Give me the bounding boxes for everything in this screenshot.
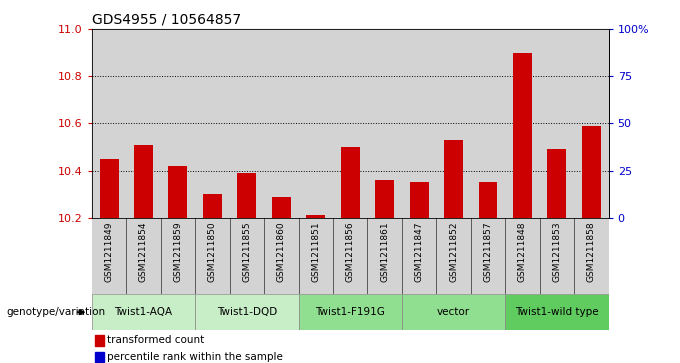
Bar: [582, 126, 601, 218]
Text: Twist1-F191G: Twist1-F191G: [316, 307, 385, 317]
Bar: [126, 29, 160, 218]
Bar: [195, 294, 299, 330]
Bar: [95, 335, 104, 346]
Text: GSM1211855: GSM1211855: [242, 221, 252, 282]
Text: GDS4955 / 10564857: GDS4955 / 10564857: [92, 12, 241, 26]
Bar: [169, 166, 188, 218]
Bar: [195, 29, 230, 218]
Bar: [367, 218, 402, 294]
Bar: [299, 218, 333, 294]
Text: Twist1-AQA: Twist1-AQA: [114, 307, 173, 317]
Bar: [437, 29, 471, 218]
Bar: [574, 29, 609, 218]
Text: GSM1211851: GSM1211851: [311, 221, 320, 282]
Bar: [402, 294, 505, 330]
Bar: [367, 29, 402, 218]
Bar: [437, 218, 471, 294]
Bar: [230, 29, 264, 218]
Bar: [540, 218, 574, 294]
Text: percentile rank within the sample: percentile rank within the sample: [107, 352, 283, 362]
Bar: [333, 29, 367, 218]
Bar: [92, 294, 195, 330]
Bar: [402, 29, 437, 218]
Bar: [479, 183, 498, 218]
Text: GSM1211861: GSM1211861: [380, 221, 389, 282]
Text: GSM1211847: GSM1211847: [415, 221, 424, 282]
Bar: [299, 29, 333, 218]
Text: GSM1211857: GSM1211857: [483, 221, 492, 282]
Bar: [547, 150, 566, 218]
Bar: [126, 218, 160, 294]
Bar: [92, 218, 126, 294]
Bar: [299, 294, 402, 330]
Bar: [160, 29, 195, 218]
Text: GSM1211852: GSM1211852: [449, 221, 458, 282]
Bar: [264, 218, 299, 294]
Bar: [95, 352, 104, 362]
Bar: [505, 218, 540, 294]
Text: GSM1211858: GSM1211858: [587, 221, 596, 282]
Text: GSM1211859: GSM1211859: [173, 221, 182, 282]
Bar: [237, 173, 256, 218]
Bar: [272, 197, 291, 218]
Text: GSM1211856: GSM1211856: [345, 221, 355, 282]
Text: Twist1-DQD: Twist1-DQD: [217, 307, 277, 317]
Bar: [375, 180, 394, 218]
Bar: [341, 147, 360, 218]
Bar: [574, 218, 609, 294]
Bar: [230, 218, 264, 294]
Text: genotype/variation: genotype/variation: [7, 307, 106, 317]
Bar: [92, 29, 126, 218]
Text: GSM1211848: GSM1211848: [518, 221, 527, 282]
Bar: [471, 218, 505, 294]
Bar: [264, 29, 299, 218]
Bar: [409, 183, 428, 218]
Text: vector: vector: [437, 307, 470, 317]
Text: GSM1211860: GSM1211860: [277, 221, 286, 282]
Bar: [505, 29, 540, 218]
Bar: [402, 218, 437, 294]
Bar: [444, 140, 463, 218]
Bar: [505, 294, 609, 330]
Text: GSM1211854: GSM1211854: [139, 221, 148, 282]
Bar: [471, 29, 505, 218]
Text: GSM1211849: GSM1211849: [105, 221, 114, 282]
Bar: [540, 29, 574, 218]
Text: GSM1211850: GSM1211850: [208, 221, 217, 282]
Bar: [134, 145, 153, 218]
Text: Twist1-wild type: Twist1-wild type: [515, 307, 598, 317]
Bar: [203, 194, 222, 218]
Bar: [513, 53, 532, 218]
Text: GSM1211853: GSM1211853: [552, 221, 562, 282]
Bar: [306, 215, 325, 218]
Bar: [333, 218, 367, 294]
Bar: [99, 159, 118, 218]
Bar: [195, 218, 230, 294]
Bar: [160, 218, 195, 294]
Text: transformed count: transformed count: [107, 335, 205, 346]
